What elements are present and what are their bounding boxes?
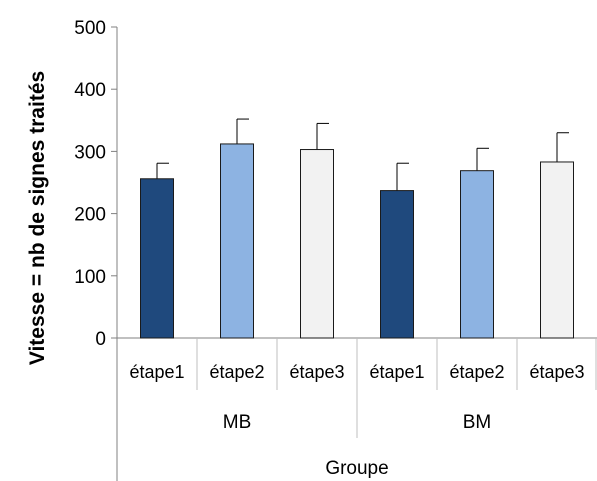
y-tick-label: 400 bbox=[74, 80, 106, 101]
y-tick-label: 100 bbox=[74, 267, 106, 288]
x-axis-label: Groupe bbox=[325, 458, 388, 479]
bar bbox=[460, 170, 494, 339]
bar bbox=[380, 190, 414, 339]
x-tick-label: étape2 bbox=[449, 362, 504, 382]
group-label: BM bbox=[463, 412, 492, 433]
x-tick-label: étape3 bbox=[529, 362, 584, 382]
x-tick-label: étape1 bbox=[369, 362, 424, 382]
bar bbox=[300, 149, 334, 339]
x-tick-label: étape3 bbox=[289, 362, 344, 382]
x-tick-label: étape2 bbox=[209, 362, 264, 382]
bar bbox=[140, 178, 174, 339]
y-axis-label: Vitesse = nb de signes traités bbox=[26, 71, 49, 365]
group-label: MB bbox=[223, 412, 252, 433]
y-tick-label: 500 bbox=[74, 18, 106, 39]
y-tick-label: 300 bbox=[74, 142, 106, 163]
y-tick-label: 0 bbox=[95, 329, 106, 350]
bar bbox=[540, 161, 574, 339]
x-tick-label: étape1 bbox=[129, 362, 184, 382]
bar bbox=[220, 143, 254, 339]
y-tick-label: 200 bbox=[74, 205, 106, 226]
